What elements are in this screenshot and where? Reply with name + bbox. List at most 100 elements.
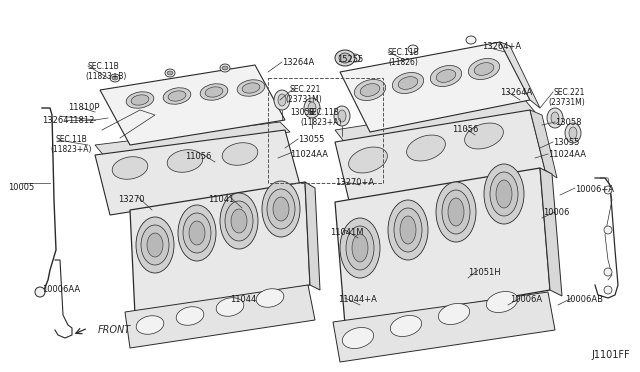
Ellipse shape (360, 84, 380, 96)
Ellipse shape (189, 221, 205, 245)
Text: 13264A: 13264A (282, 58, 314, 67)
Text: 11044: 11044 (230, 295, 256, 304)
Polygon shape (340, 42, 530, 132)
Text: 13270: 13270 (118, 195, 145, 204)
Text: (11823+A): (11823+A) (300, 118, 342, 127)
Ellipse shape (267, 189, 295, 229)
Ellipse shape (262, 181, 300, 237)
Ellipse shape (342, 327, 374, 349)
Ellipse shape (222, 66, 228, 70)
Ellipse shape (220, 64, 230, 72)
Ellipse shape (200, 84, 228, 100)
Text: FRONT: FRONT (98, 325, 131, 335)
Ellipse shape (604, 186, 612, 194)
Ellipse shape (394, 208, 422, 252)
Ellipse shape (242, 83, 260, 93)
Ellipse shape (339, 53, 351, 63)
Polygon shape (530, 110, 557, 178)
Text: (23731M): (23731M) (548, 98, 585, 107)
Text: 13055: 13055 (553, 138, 579, 147)
Text: SEC.11B: SEC.11B (388, 48, 420, 57)
Text: 11810P: 11810P (68, 103, 99, 112)
Ellipse shape (338, 110, 346, 122)
Text: (11823+A): (11823+A) (50, 145, 92, 154)
Ellipse shape (465, 123, 504, 149)
Ellipse shape (346, 226, 374, 270)
Text: 11056: 11056 (452, 125, 478, 134)
Text: 11056: 11056 (185, 152, 211, 161)
Ellipse shape (490, 172, 518, 216)
Ellipse shape (448, 198, 464, 226)
Ellipse shape (147, 233, 163, 257)
Ellipse shape (225, 201, 253, 241)
Text: 13058: 13058 (555, 118, 582, 127)
Text: 11812: 11812 (68, 116, 94, 125)
Polygon shape (305, 182, 320, 290)
Ellipse shape (398, 77, 418, 89)
Text: 13270+A: 13270+A (335, 178, 374, 187)
Polygon shape (100, 65, 285, 145)
Ellipse shape (163, 88, 191, 104)
Ellipse shape (466, 36, 476, 44)
Text: SEC.221: SEC.221 (553, 88, 584, 97)
Ellipse shape (176, 307, 204, 325)
Ellipse shape (438, 304, 470, 324)
Polygon shape (335, 100, 535, 143)
Ellipse shape (569, 127, 577, 139)
Ellipse shape (183, 213, 211, 253)
Text: (23731M): (23731M) (285, 95, 322, 104)
Ellipse shape (222, 143, 258, 165)
Text: 10005: 10005 (8, 183, 35, 192)
Ellipse shape (349, 147, 387, 173)
Polygon shape (95, 122, 290, 157)
Ellipse shape (335, 50, 355, 66)
Ellipse shape (350, 54, 360, 62)
Text: 10006A: 10006A (510, 295, 542, 304)
Ellipse shape (168, 91, 186, 101)
Text: SEC.11B: SEC.11B (308, 108, 340, 117)
Ellipse shape (442, 190, 470, 234)
Ellipse shape (392, 73, 424, 93)
Text: 13055: 13055 (298, 135, 324, 144)
Text: 13264A: 13264A (500, 88, 532, 97)
Text: 10006AB: 10006AB (565, 295, 603, 304)
Text: 11024AA: 11024AA (290, 150, 328, 159)
Ellipse shape (468, 58, 500, 80)
Ellipse shape (604, 268, 612, 276)
Ellipse shape (274, 90, 290, 110)
Text: (11823+B): (11823+B) (85, 72, 126, 81)
Ellipse shape (340, 218, 380, 278)
Ellipse shape (436, 182, 476, 242)
Text: 11041: 11041 (208, 195, 234, 204)
Text: 11044+A: 11044+A (338, 295, 377, 304)
Polygon shape (95, 130, 300, 215)
Ellipse shape (408, 45, 418, 53)
Ellipse shape (308, 102, 316, 114)
Ellipse shape (496, 180, 512, 208)
Text: (11826): (11826) (388, 58, 418, 67)
Text: 11051H: 11051H (468, 268, 500, 277)
Ellipse shape (406, 135, 445, 161)
Ellipse shape (216, 298, 244, 316)
Polygon shape (540, 168, 562, 296)
Text: 15255: 15255 (337, 55, 364, 64)
Text: 13058: 13058 (290, 108, 314, 117)
Ellipse shape (565, 123, 581, 143)
Ellipse shape (430, 65, 461, 87)
Ellipse shape (334, 106, 350, 126)
Text: 10006AA: 10006AA (42, 285, 80, 294)
Bar (268, 78, 383, 183)
Ellipse shape (278, 94, 286, 106)
Ellipse shape (110, 74, 120, 82)
Polygon shape (333, 292, 555, 362)
Ellipse shape (355, 80, 386, 100)
Ellipse shape (604, 286, 612, 294)
Ellipse shape (131, 95, 149, 105)
Text: SEC.11B: SEC.11B (55, 135, 87, 144)
Polygon shape (335, 168, 550, 325)
Ellipse shape (220, 193, 258, 249)
Text: J1101FF: J1101FF (591, 350, 630, 360)
Polygon shape (335, 110, 545, 205)
Text: 13264+A: 13264+A (482, 42, 521, 51)
Ellipse shape (165, 69, 175, 77)
